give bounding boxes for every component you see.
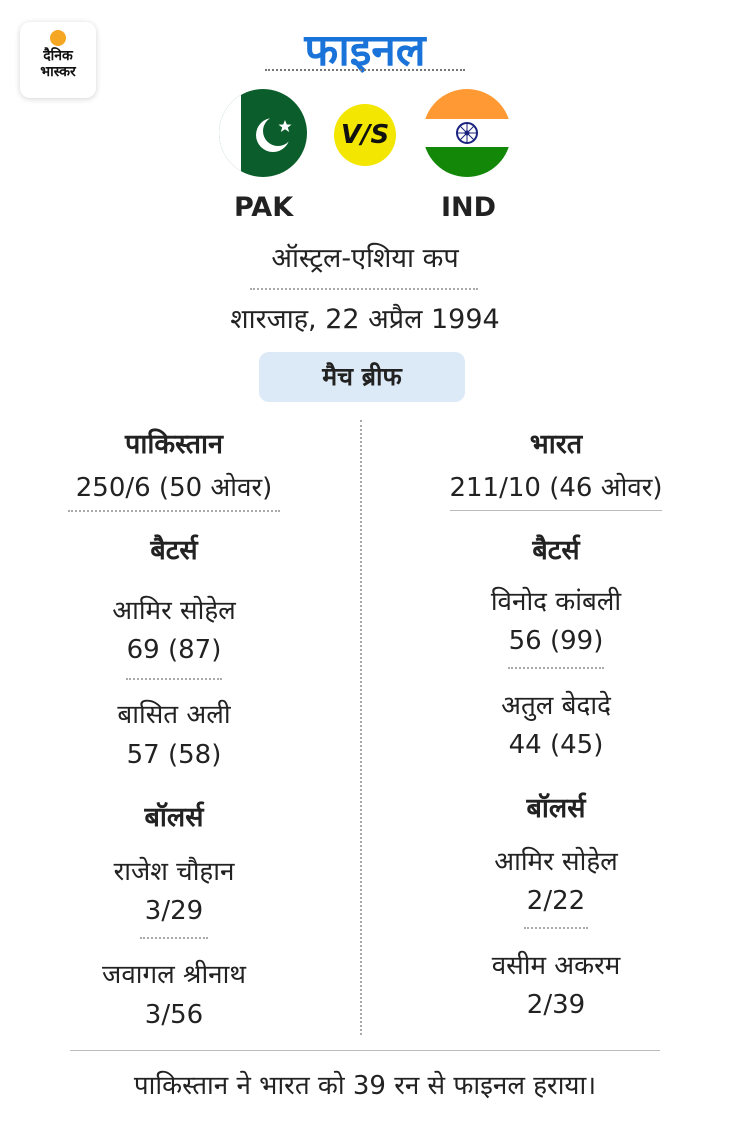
result-divider [70, 1050, 660, 1051]
score-india: 211/10 (46 ओवर) [449, 473, 663, 503]
india-column: भारत 211/10 (46 ओवर) बैटर्स विनोद कांबली… [420, 0, 692, 1131]
bowlers-heading-pakistan: बॉलर्स [144, 802, 204, 833]
score-divider-india [450, 510, 662, 511]
batter-stat: 57 (58) [126, 740, 222, 770]
bowler-stat: 2/39 [526, 990, 586, 1020]
tournament-divider [250, 288, 478, 290]
column-divider [360, 420, 362, 1035]
venue-date: शारजाह, 22 अप्रैल 1994 [230, 304, 500, 335]
bowlers-heading-india: बॉलर्स [526, 793, 586, 824]
bowler-divider [524, 927, 588, 929]
batter-divider [508, 667, 604, 669]
versus-badge: V/S [334, 104, 396, 166]
logo-line-1: दैनिक [43, 48, 73, 64]
title-underline [265, 69, 465, 71]
bowler-name: आमिर सोहेल [494, 847, 618, 877]
team-name-india: भारत [529, 429, 583, 460]
bowler-stat: 3/56 [144, 1000, 204, 1030]
tournament-name: ऑस्ट्रल-एशिया कप [271, 243, 459, 274]
batter-stat: 69 (87) [126, 635, 222, 665]
score-divider-pakistan [68, 510, 280, 512]
india-flag-icon [423, 89, 511, 177]
batter-name: अतुल बेदादे [501, 691, 611, 721]
team-code-ind: IND [441, 192, 497, 223]
bowler-name: जवागल श्रीनाथ [102, 960, 246, 990]
dainik-bhaskar-logo: दैनिक भास्कर [20, 22, 96, 98]
bowler-stat: 2/22 [526, 886, 586, 916]
match-brief-label: मैच ब्रीफ [259, 352, 465, 402]
logo-line-2: भास्कर [40, 64, 76, 80]
bowler-name: वसीम अकरम [491, 951, 621, 981]
batter-name: आमिर सोहेल [112, 596, 236, 626]
pakistan-column: पाकिस्तान 250/6 (50 ओवर) बैटर्स आमिर सोह… [40, 0, 308, 1131]
team-name-pakistan: पाकिस्तान [125, 429, 223, 460]
bowler-name: राजेश चौहान [113, 857, 235, 887]
score-pakistan: 250/6 (50 ओवर) [75, 473, 273, 503]
pakistan-flag-icon [219, 89, 307, 177]
sun-icon [50, 30, 66, 46]
team-code-pak: PAK [234, 192, 294, 223]
batters-heading-pakistan: बैटर्स [150, 535, 198, 566]
batter-name: विनोद कांबली [490, 587, 622, 617]
page-title: फाइनल [304, 25, 426, 76]
batters-heading-india: बैटर्स [532, 535, 580, 566]
batter-divider [126, 678, 222, 680]
match-result: पाकिस्तान ने भारत को 39 रन से फाइनल हराय… [133, 1071, 597, 1101]
bowler-stat: 3/29 [144, 896, 204, 926]
bowler-divider [140, 937, 208, 939]
batter-name: बासित अली [117, 700, 231, 730]
batter-stat: 56 (99) [508, 626, 604, 656]
batter-stat: 44 (45) [508, 730, 604, 760]
